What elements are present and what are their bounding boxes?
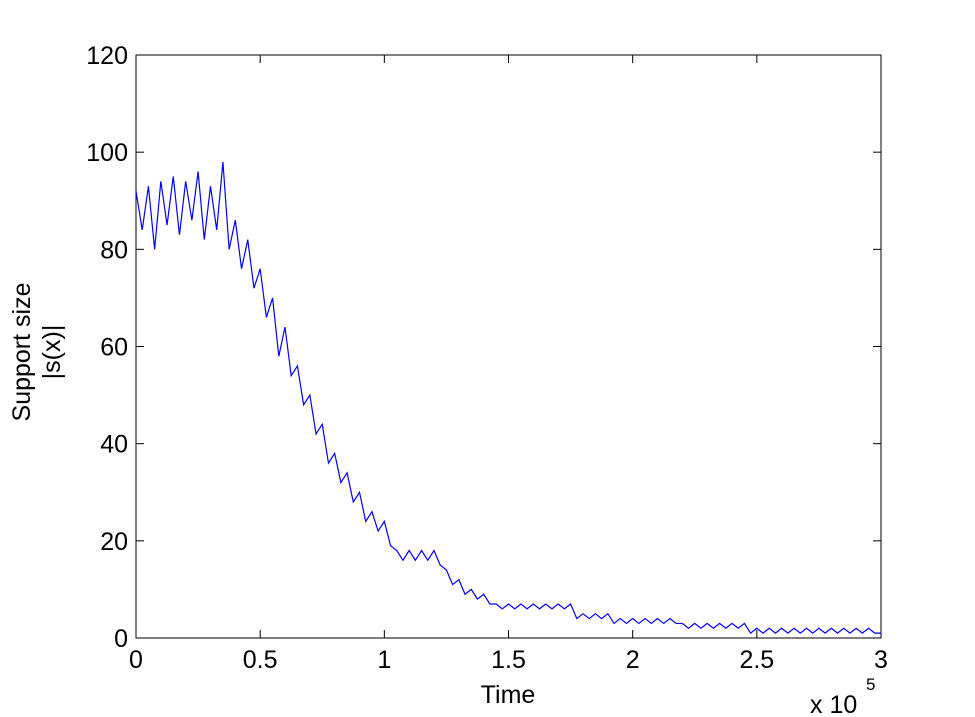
- y-tick-label: 20: [100, 528, 128, 556]
- y-tick-label: 40: [100, 431, 128, 459]
- data-line: [135, 161, 881, 635]
- x-tick-label: 1: [377, 646, 391, 674]
- y-tick-label: 120: [86, 42, 128, 70]
- x-multiplier: x 10: [810, 691, 857, 717]
- plot-box: [135, 54, 882, 639]
- x-tick-label: 0: [129, 646, 143, 674]
- x-tick-label: 2.5: [739, 646, 774, 674]
- x-tick-label: 3: [874, 646, 888, 674]
- y-axis-label: |s(x)|: [38, 325, 66, 380]
- x-axis-label: Time: [481, 681, 536, 709]
- x-tick-label: 0.5: [243, 646, 278, 674]
- y-axis-label: Support size: [8, 283, 36, 422]
- y-tick-label: 80: [100, 236, 128, 264]
- y-tick-label: 100: [86, 139, 128, 167]
- x-multiplier-exponent: 5: [866, 675, 875, 694]
- x-tick-label: 2: [626, 646, 640, 674]
- x-tick-label: 1.5: [491, 646, 526, 674]
- y-tick-label: 60: [100, 334, 128, 362]
- y-tick-label: 0: [114, 625, 128, 653]
